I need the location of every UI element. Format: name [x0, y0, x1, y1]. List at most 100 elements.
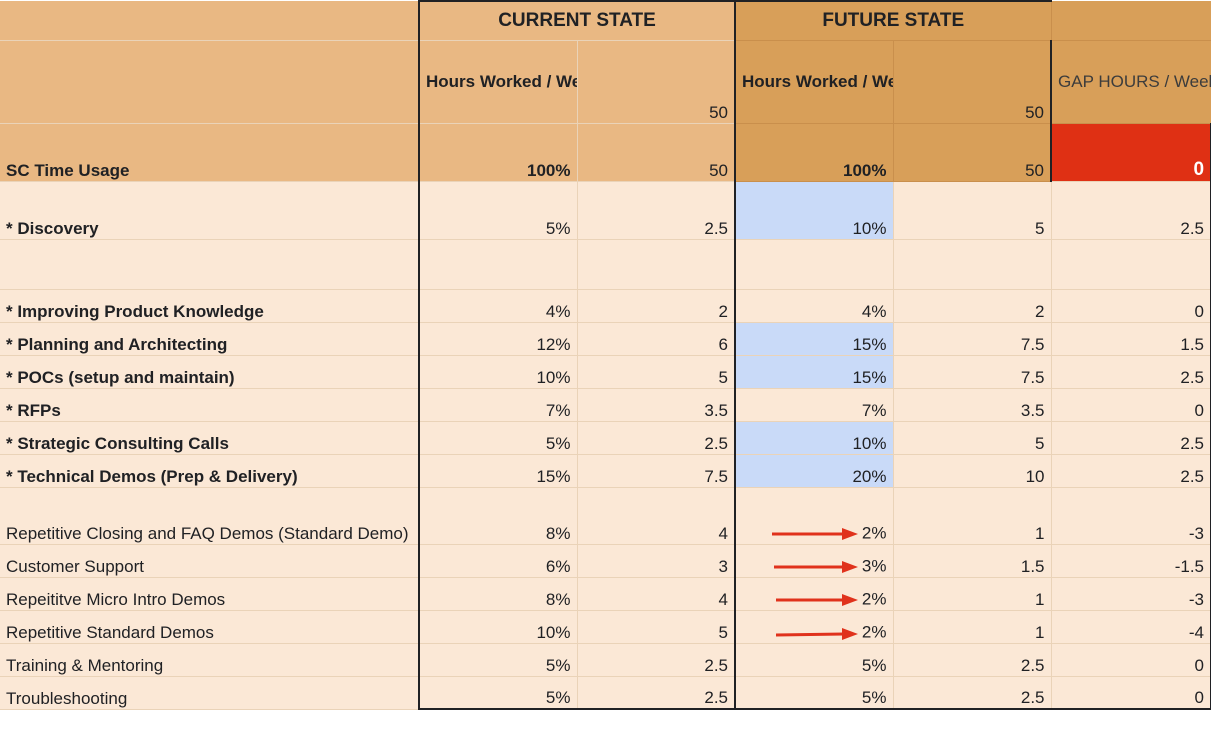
current-pct[interactable]: 5%	[418, 421, 578, 455]
future-usage-pct[interactable]: 100%	[734, 123, 894, 182]
gap-hours[interactable]: 2.5	[1051, 355, 1211, 389]
current-pct[interactable]: 6%	[418, 544, 578, 578]
gap-hours[interactable]: -4	[1051, 610, 1211, 644]
current-hours[interactable]: 6	[577, 322, 736, 356]
gap-hours[interactable]	[1051, 239, 1211, 290]
gap-hours[interactable]: 1.5	[1051, 322, 1211, 356]
future-pct[interactable]: 7%	[734, 388, 894, 422]
future-pct[interactable]: 5%	[734, 643, 894, 677]
gap-hours[interactable]: 2.5	[1051, 421, 1211, 455]
sc-time-usage-label[interactable]: SC Time Usage	[0, 123, 420, 182]
gap-hours[interactable]: 0	[1051, 289, 1211, 323]
current-pct[interactable]: 7%	[418, 388, 578, 422]
current-hours[interactable]: 2.5	[577, 643, 736, 677]
current-state-header[interactable]: CURRENT STATE	[418, 0, 736, 41]
current-pct[interactable]: 5%	[418, 181, 578, 240]
gap-hours[interactable]: 2.5	[1051, 454, 1211, 488]
current-hours[interactable]: 4	[577, 577, 736, 611]
current-pct[interactable]: 5%	[418, 643, 578, 677]
activity-label[interactable]: Repetitive Closing and FAQ Demos (Standa…	[0, 487, 420, 545]
future-state-header[interactable]: FUTURE STATE	[733, 0, 1052, 41]
future-hours[interactable]: 7.5	[893, 322, 1052, 356]
activity-label[interactable]: Repetitive Standard Demos	[0, 610, 420, 644]
cell-f1[interactable]	[1051, 1, 1211, 41]
activity-label[interactable]	[0, 239, 420, 290]
current-hours[interactable]: 4	[577, 487, 736, 545]
activity-label[interactable]: Troubleshooting	[0, 676, 420, 710]
current-hours[interactable]: 2.5	[577, 676, 736, 710]
future-pct-cell[interactable]: 3%	[734, 544, 894, 578]
future-pct[interactable]: 15%	[734, 322, 894, 356]
current-pct[interactable]: 15%	[418, 454, 578, 488]
activity-label[interactable]: * RFPs	[0, 388, 420, 422]
current-hours-value[interactable]: 50	[577, 40, 736, 124]
current-pct[interactable]: 10%	[418, 355, 578, 389]
current-pct[interactable]: 4%	[418, 289, 578, 323]
future-hours[interactable]: 5	[893, 421, 1052, 455]
future-pct-cell[interactable]: 2%	[734, 610, 894, 644]
current-hours[interactable]: 3.5	[577, 388, 736, 422]
current-hours[interactable]: 5	[577, 355, 736, 389]
current-hours-label[interactable]: Hours Worked / Week	[418, 40, 578, 124]
activity-label[interactable]: * Strategic Consulting Calls	[0, 421, 420, 455]
future-usage-hours[interactable]: 50	[893, 123, 1052, 182]
gap-hours[interactable]: -1.5	[1051, 544, 1211, 578]
current-hours[interactable]	[577, 239, 736, 290]
current-pct[interactable]: 8%	[418, 487, 578, 545]
future-hours-value[interactable]: 50	[893, 40, 1052, 124]
activity-label[interactable]: Training & Mentoring	[0, 643, 420, 677]
current-hours[interactable]: 5	[577, 610, 736, 644]
future-pct-cell[interactable]: 2%	[734, 487, 894, 545]
current-usage-hours[interactable]: 50	[577, 123, 736, 182]
current-pct[interactable]: 5%	[418, 676, 578, 710]
future-hours[interactable]: 1.5	[893, 544, 1052, 578]
gap-hours[interactable]: 0	[1051, 676, 1211, 710]
current-pct[interactable]	[418, 239, 578, 290]
future-hours[interactable]: 2.5	[893, 676, 1052, 710]
gap-hours[interactable]: 0	[1051, 388, 1211, 422]
future-pct[interactable]: 4%	[734, 289, 894, 323]
cell-a1[interactable]	[0, 1, 420, 41]
future-hours[interactable]: 2.5	[893, 643, 1052, 677]
future-hours[interactable]: 5	[893, 181, 1052, 240]
future-hours[interactable]: 1	[893, 610, 1052, 644]
gap-hours-label[interactable]: GAP HOURS / Week	[1050, 40, 1211, 124]
activity-label[interactable]: * Technical Demos (Prep & Delivery)	[0, 454, 420, 488]
future-pct[interactable]: 5%	[734, 676, 894, 710]
cell-a2[interactable]	[0, 40, 420, 124]
future-pct[interactable]: 10%	[734, 421, 894, 455]
current-usage-pct[interactable]: 100%	[418, 123, 578, 182]
gap-hours[interactable]: -3	[1051, 577, 1211, 611]
activity-label[interactable]: * Discovery	[0, 181, 420, 240]
current-hours[interactable]: 2	[577, 289, 736, 323]
activity-label[interactable]: Customer Support	[0, 544, 420, 578]
future-hours[interactable]: 1	[893, 577, 1052, 611]
activity-label[interactable]: * Improving Product Knowledge	[0, 289, 420, 323]
current-pct[interactable]: 12%	[418, 322, 578, 356]
current-pct[interactable]: 8%	[418, 577, 578, 611]
current-hours[interactable]: 3	[577, 544, 736, 578]
future-hours-label[interactable]: Hours Worked / Week	[734, 40, 894, 124]
gap-hours[interactable]: -3	[1051, 487, 1211, 545]
future-hours[interactable]: 7.5	[893, 355, 1052, 389]
gap-hours[interactable]: 0	[1051, 643, 1211, 677]
gap-total[interactable]: 0	[1050, 123, 1211, 182]
current-hours[interactable]: 7.5	[577, 454, 736, 488]
activity-label[interactable]: * POCs (setup and maintain)	[0, 355, 420, 389]
future-pct-cell[interactable]: 2%	[734, 577, 894, 611]
future-pct[interactable]	[734, 239, 894, 290]
future-pct[interactable]: 10%	[734, 181, 894, 240]
future-hours[interactable]: 10	[893, 454, 1052, 488]
current-pct[interactable]: 10%	[418, 610, 578, 644]
current-hours[interactable]: 2.5	[577, 181, 736, 240]
future-hours[interactable]	[893, 239, 1052, 290]
future-pct[interactable]: 15%	[734, 355, 894, 389]
future-hours[interactable]: 1	[893, 487, 1052, 545]
gap-hours[interactable]: 2.5	[1051, 181, 1211, 240]
current-hours[interactable]: 2.5	[577, 421, 736, 455]
future-pct[interactable]: 20%	[734, 454, 894, 488]
future-hours[interactable]: 2	[893, 289, 1052, 323]
future-hours[interactable]: 3.5	[893, 388, 1052, 422]
activity-label[interactable]: Repeititve Micro Intro Demos	[0, 577, 420, 611]
activity-label[interactable]: * Planning and Architecting	[0, 322, 420, 356]
